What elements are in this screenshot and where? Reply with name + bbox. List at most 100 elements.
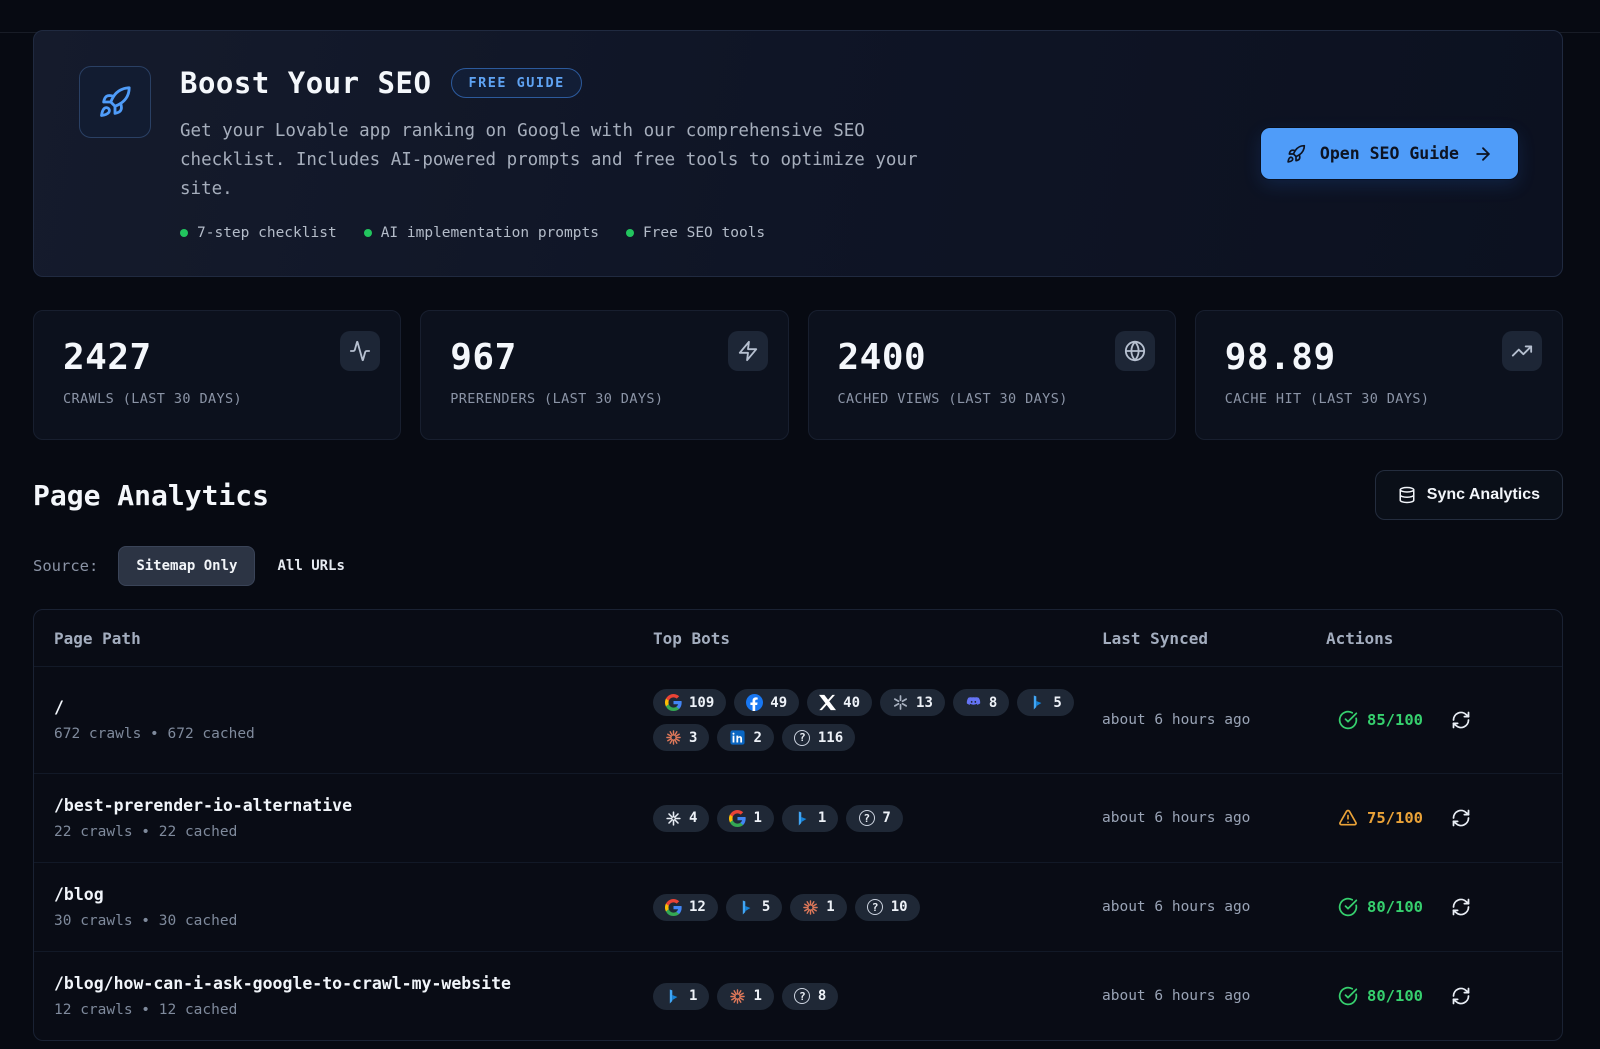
bot-count: 7 (882, 810, 891, 826)
source-label: Source: (33, 557, 99, 575)
stat-card: 967 PRERENDERS (LAST 30 DAYS) (420, 310, 789, 440)
refresh-icon (1451, 710, 1471, 730)
bot-chip: 3 (653, 724, 710, 751)
bot-chip: 12 (653, 893, 718, 921)
stat-icon-tile (727, 331, 768, 371)
bot-count: 1 (817, 810, 827, 826)
bot-chip: ? 7 (846, 804, 903, 832)
bot-chip: 2 (717, 724, 774, 751)
bot-count: 5 (1053, 694, 1062, 711)
header-page-path: Page Path (54, 628, 141, 648)
bot-chip: 1 (653, 982, 710, 1010)
bot-chips: 12 5 1? 10 (653, 893, 1099, 921)
trend-icon (1511, 340, 1533, 362)
source-option-all-urls[interactable]: All URLs (275, 547, 346, 585)
question-icon: ? (794, 988, 811, 1005)
refresh-button[interactable] (1451, 986, 1471, 1006)
bot-chip: ? 10 (854, 893, 920, 921)
activity-icon (349, 340, 371, 362)
stat-value: 2427 (63, 337, 152, 378)
stat-label: PRERENDERS (LAST 30 DAYS) (450, 391, 664, 407)
bot-chip: ? 116 (781, 724, 856, 751)
bot-chip: 1 (781, 804, 839, 832)
bing-icon (794, 810, 811, 827)
bot-chips: 1 1? 8 (653, 982, 1099, 1010)
stats-grid: 2427 CRAWLS (LAST 30 DAYS) 967 PRERENDERS (… (33, 310, 1563, 440)
bot-chip: 13 (880, 689, 945, 716)
source-option-sitemap-only[interactable]: Sitemap Only (118, 546, 256, 586)
stat-value: 967 (450, 337, 517, 378)
page-path: /blog/how-can-i-ask-google-to-crawl-my-w… (54, 974, 511, 993)
question-icon: ? (867, 899, 884, 916)
open-seo-guide-label: Open SEO Guide (1319, 144, 1459, 163)
bot-chip: 49 (734, 689, 800, 716)
table-header-row: Page Path Top Bots Last Synced Actions (34, 610, 1562, 667)
page-path: /best-prerender-io-alternative (54, 796, 353, 815)
bot-count: 8 (988, 694, 998, 711)
last-synced: about 6 hours ago (1102, 988, 1251, 1004)
table-row: /blog/how-can-i-ask-google-to-crawl-my-w… (34, 951, 1562, 1040)
bot-count: 1 (753, 810, 762, 826)
feature-list: 7-step checklist AI implementation prompt… (180, 225, 960, 241)
stat-icon-tile (1114, 331, 1155, 371)
table-row: /blog 30 crawls • 30 cached 12 5 1? 10 about 6… (34, 862, 1562, 951)
check-circle-icon (1338, 986, 1358, 1006)
page-path-cell: / 672 crawls • 672 cached (54, 698, 653, 742)
score-value: 85/100 (1367, 711, 1423, 729)
open-seo-guide-button[interactable]: Open SEO Guide (1260, 128, 1518, 179)
google-icon (665, 694, 682, 711)
bot-count: 4 (689, 810, 698, 826)
feature-label: 7-step checklist (197, 225, 337, 242)
feature-item: AI implementation prompts (363, 225, 599, 241)
stat-label: CACHED VIEWS (LAST 30 DAYS) (837, 391, 1068, 407)
page-meta: 12 crawls • 12 cached (54, 1002, 238, 1018)
bot-count: 13 (916, 694, 933, 711)
refresh-icon (1451, 897, 1471, 917)
refresh-button[interactable] (1451, 897, 1471, 917)
stat-card: 98.89 CACHE HIT (LAST 30 DAYS) (1194, 310, 1563, 440)
free-guide-badge: FREE GUIDE (451, 68, 582, 98)
bing-icon (1029, 694, 1046, 711)
analytics-header: Page Analytics Sync Analytics (33, 470, 1563, 520)
stat-label: CRAWLS (LAST 30 DAYS) (63, 391, 243, 407)
bot-chip: 40 (807, 689, 873, 716)
bot-count: 49 (770, 694, 788, 711)
bot-count: 1 (689, 988, 698, 1004)
bot-chip: 1 (717, 982, 774, 1010)
anthropic-icon (729, 988, 746, 1005)
score-value: 80/100 (1367, 898, 1423, 916)
green-dot-icon (625, 229, 634, 238)
refresh-button[interactable] (1451, 710, 1471, 730)
bot-chip: 1 (717, 804, 774, 832)
score-badge: 75/100 (1338, 808, 1423, 828)
score-value: 75/100 (1367, 809, 1423, 827)
sync-analytics-button[interactable]: Sync Analytics (1374, 470, 1563, 520)
bot-count: 10 (890, 899, 908, 915)
bot-count: 12 (689, 899, 706, 915)
google-icon (665, 898, 682, 916)
bot-chip: 109 (653, 689, 727, 716)
bot-chips: 109 49 40 13 8 5 3 2 ? 116 (653, 689, 1099, 751)
table-row: / 672 crawls • 672 cached 109 49 40 13 8 5 3 2 ? 11… (34, 667, 1562, 773)
banner-text: Boost Your SEO FREE GUIDE Get your Lovab… (180, 66, 960, 241)
banner-title: Boost Your SEO (180, 66, 432, 100)
bot-count: 2 (753, 729, 762, 746)
rocket-icon (98, 85, 132, 119)
bot-chip: ? 8 (781, 982, 839, 1010)
table-body: /672 crawls • 672 cached 109 49 40 13 8 5 3 2? 11… (34, 667, 1562, 1040)
question-icon: ? (794, 729, 811, 746)
bot-count: 5 (761, 899, 771, 915)
check-circle-icon (1338, 897, 1358, 917)
bot-chips: 4 1 1 ? 7 (653, 804, 1099, 832)
header-top-bots: Top Bots (653, 628, 731, 648)
seo-dashboard-page: Boost Your SEO FREE GUIDE Get your Lovab… (0, 30, 1600, 1041)
green-dot-icon (363, 229, 372, 238)
refresh-icon (1451, 808, 1471, 828)
refresh-button[interactable] (1451, 808, 1471, 828)
discord-icon (965, 694, 982, 711)
green-dot-icon (180, 229, 188, 238)
stat-label: CACHE HIT (LAST 30 DAYS) (1224, 391, 1430, 407)
bot-count: 1 (826, 899, 835, 915)
refresh-icon (1451, 986, 1471, 1006)
database-icon (1398, 486, 1416, 504)
